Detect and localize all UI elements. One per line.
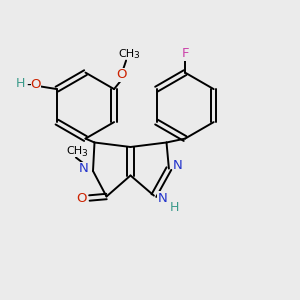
- Text: 3: 3: [81, 149, 87, 158]
- Text: H: H: [16, 77, 26, 90]
- Text: methoxy: methoxy: [121, 53, 127, 54]
- Text: F: F: [181, 47, 189, 61]
- Text: O: O: [76, 191, 87, 205]
- Text: 3: 3: [134, 51, 140, 60]
- Text: N: N: [158, 191, 167, 205]
- Text: CH: CH: [118, 49, 135, 59]
- Text: H: H: [170, 201, 180, 214]
- Text: N: N: [79, 162, 89, 175]
- Text: -: -: [26, 77, 32, 92]
- Text: N: N: [173, 159, 183, 172]
- Text: O: O: [116, 68, 127, 82]
- Text: O: O: [31, 78, 41, 91]
- Text: CH: CH: [66, 146, 82, 157]
